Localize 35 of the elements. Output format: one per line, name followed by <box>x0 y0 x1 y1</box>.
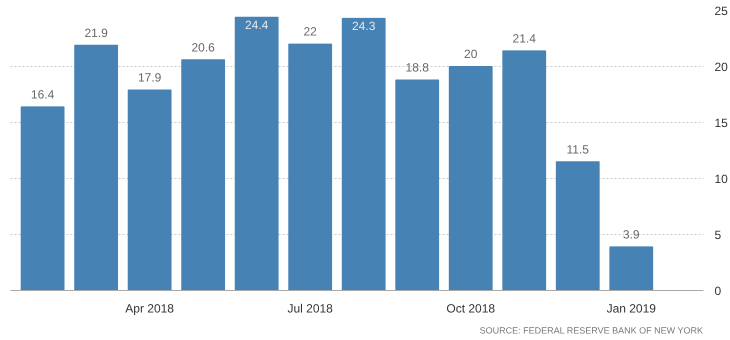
data-label: 21.9 <box>84 26 108 40</box>
bar <box>234 16 279 290</box>
x-tick-label: Jul 2018 <box>287 302 334 316</box>
bar <box>128 90 172 290</box>
data-label: 20 <box>464 47 478 62</box>
bar <box>74 44 118 290</box>
bar <box>20 106 65 290</box>
data-label: 20.6 <box>191 40 216 54</box>
bar <box>502 50 546 290</box>
y-tick-label: 20 <box>714 60 728 74</box>
bar <box>609 246 654 290</box>
y-tick-label: 0 <box>714 284 722 298</box>
source-note: SOURCE: FEDERAL RESERVE BANK OF NEW YORK <box>480 326 704 336</box>
y-tick-label: 10 <box>714 172 728 186</box>
bar <box>181 59 226 290</box>
data-label: 22 <box>304 24 318 39</box>
x-tick-label: Oct 2018 <box>446 302 496 316</box>
bar <box>556 161 600 290</box>
bar <box>448 66 493 290</box>
y-tick-label: 5 <box>714 228 722 242</box>
bar <box>342 18 386 290</box>
y-tick-label: 25 <box>714 4 728 18</box>
data-label: 21.4 <box>512 31 536 46</box>
x-tick-label: Jan 2019 <box>606 302 656 316</box>
data-label: 24.4 <box>244 18 269 32</box>
data-label: 24.3 <box>352 19 376 34</box>
x-tick-label: Apr 2018 <box>125 302 174 316</box>
data-label: 18.8 <box>406 60 430 75</box>
data-label: 17.9 <box>138 70 162 85</box>
data-label: 11.5 <box>566 142 590 156</box>
bar <box>395 79 440 290</box>
y-tick-label: 15 <box>714 116 728 130</box>
data-label: 3.9 <box>622 227 640 242</box>
data-label: 16.4 <box>30 87 55 102</box>
bar <box>288 44 332 290</box>
